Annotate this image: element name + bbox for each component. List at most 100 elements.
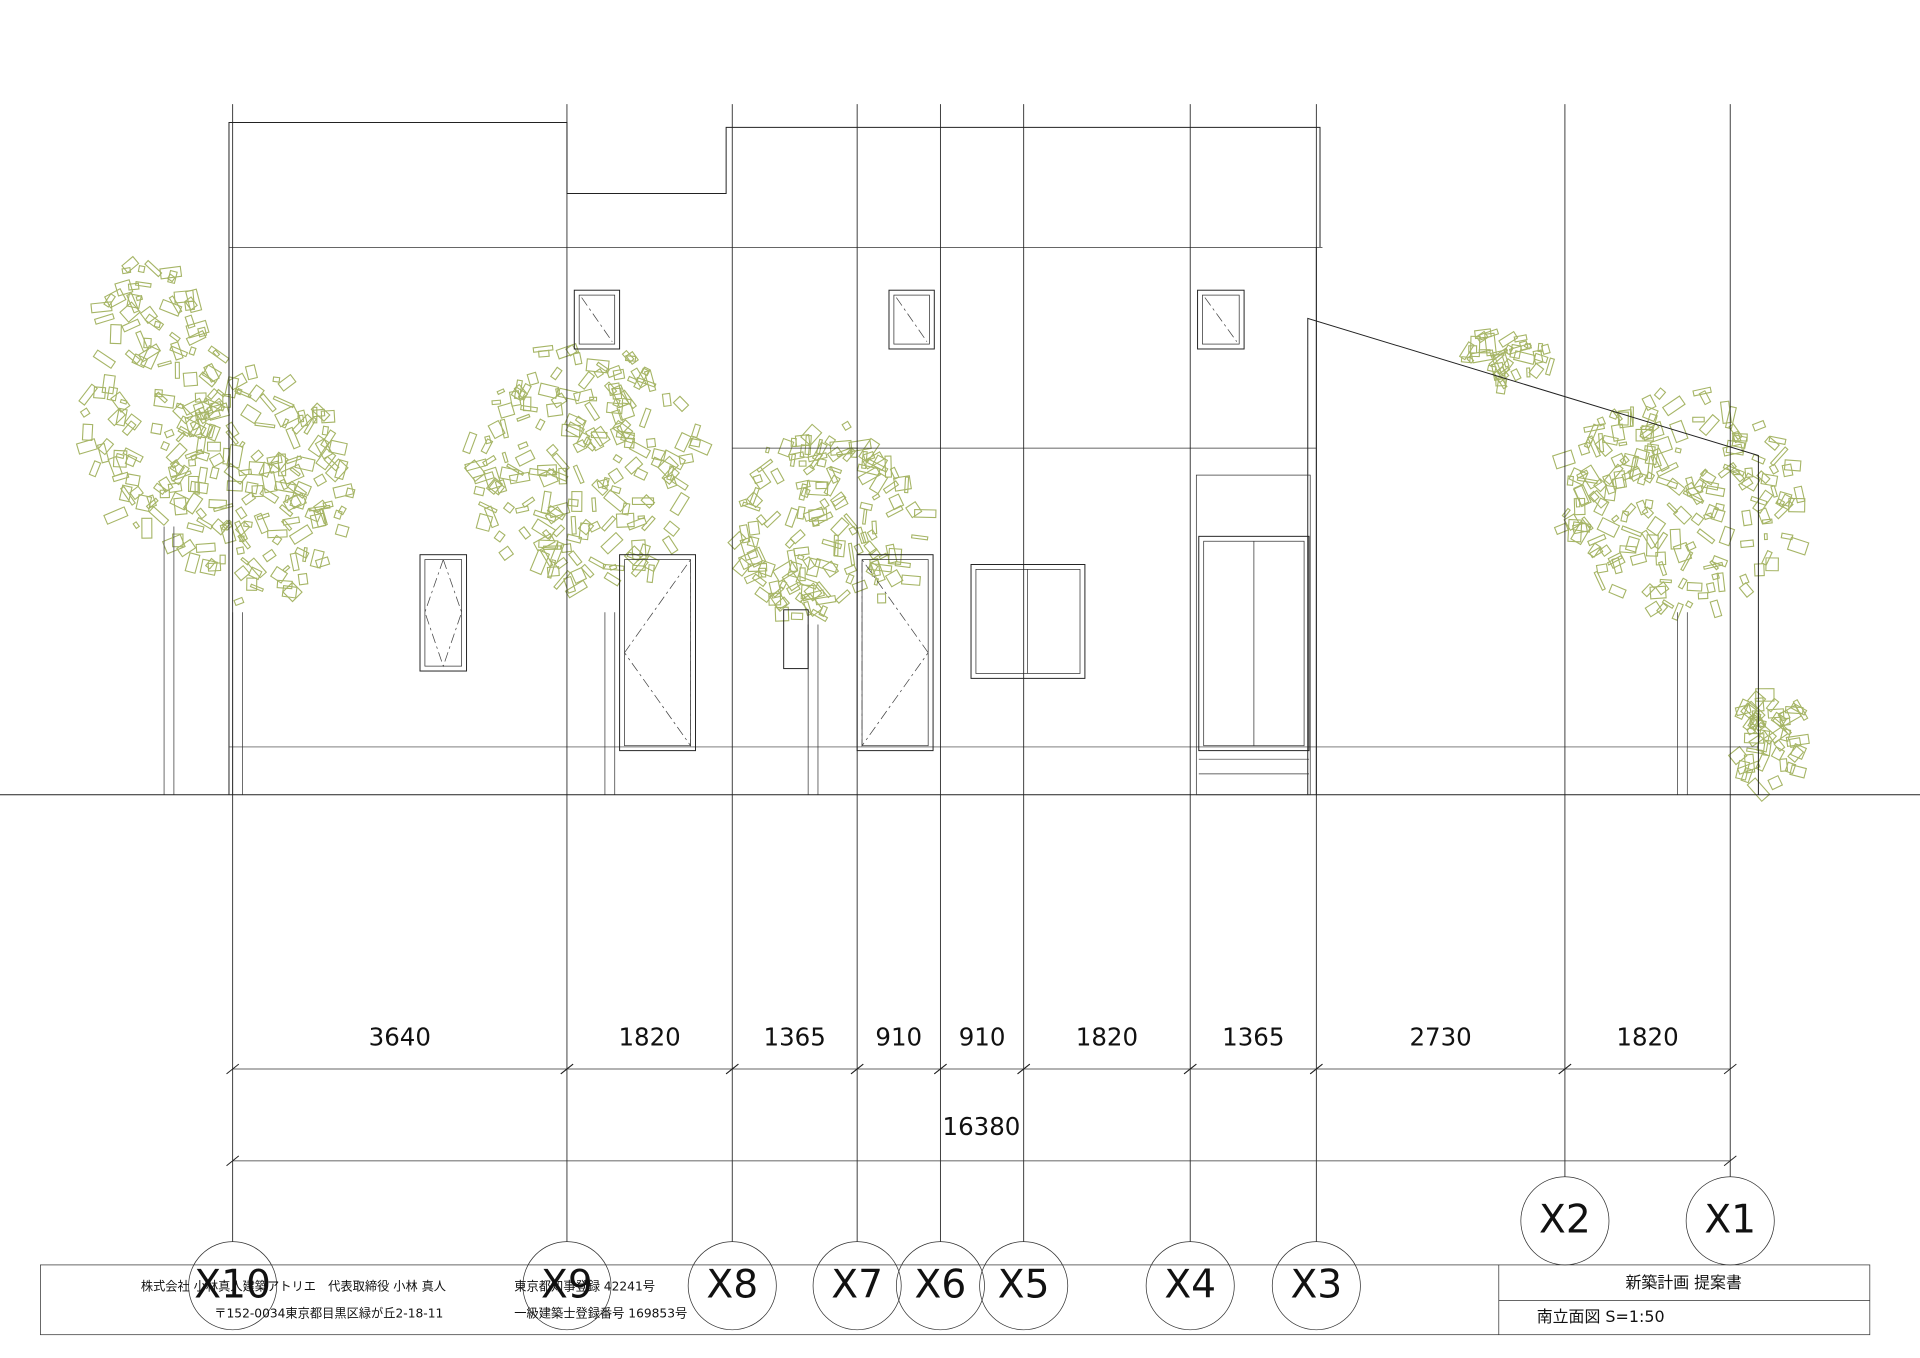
leaf — [222, 447, 231, 465]
grid-label: X8 — [706, 1262, 758, 1307]
leaf — [97, 437, 115, 456]
leaf — [1490, 353, 1502, 375]
leaf — [184, 296, 198, 311]
leaf — [1779, 727, 1792, 742]
grid-label: X2 — [1539, 1198, 1591, 1243]
leaf — [1641, 506, 1655, 519]
drawing-title: 南立面図 S=1:50 — [1537, 1307, 1665, 1326]
leaf — [281, 585, 298, 599]
leaf — [144, 313, 165, 331]
leaf — [526, 371, 540, 386]
leaf — [1692, 386, 1712, 397]
leaf — [518, 526, 532, 540]
leaf — [1661, 599, 1675, 610]
leaf — [1704, 503, 1720, 519]
leaf — [803, 600, 813, 616]
leaf — [1767, 774, 1784, 791]
leaf — [866, 528, 878, 541]
dimension-tick — [1017, 1063, 1031, 1075]
leaf — [477, 501, 498, 514]
leaf — [1784, 761, 1797, 775]
leaf — [267, 529, 288, 539]
leaf — [1696, 528, 1716, 545]
leaf — [514, 449, 536, 467]
leaf — [798, 460, 807, 467]
leaf — [553, 569, 572, 590]
leaf — [135, 493, 153, 513]
project-title: 新築計画 提案書 — [1625, 1273, 1741, 1292]
leaf — [787, 560, 803, 579]
leaf — [187, 475, 199, 493]
leaf — [1635, 428, 1654, 442]
leaf — [1746, 777, 1771, 803]
leaf — [1705, 485, 1726, 498]
leaf — [1646, 515, 1667, 537]
dimension-tick — [226, 1063, 240, 1075]
leaf — [473, 485, 486, 497]
grid-label: X5 — [998, 1262, 1050, 1307]
grid-label: X9 — [541, 1262, 593, 1307]
dimension-label: 2730 — [1409, 1022, 1471, 1051]
leaf — [731, 557, 752, 577]
grid-bubble — [1271, 1241, 1361, 1331]
dimension-tick — [1558, 1063, 1572, 1075]
leaf — [612, 368, 626, 381]
grid-bubble — [979, 1241, 1069, 1331]
leaf — [554, 556, 569, 570]
leaf — [176, 415, 201, 438]
leaf — [555, 387, 561, 396]
leaf — [169, 460, 186, 476]
dimension-label: 1820 — [1616, 1022, 1678, 1051]
leaf — [235, 506, 248, 520]
leaf — [646, 564, 655, 584]
leaf — [124, 349, 142, 365]
leaf — [1644, 443, 1660, 466]
leaf — [212, 349, 221, 358]
leaf — [663, 520, 681, 538]
leaf — [1781, 463, 1794, 478]
leaf — [491, 399, 502, 406]
leaf — [497, 402, 516, 419]
leaf — [126, 293, 142, 310]
leaf — [182, 371, 199, 387]
leaf — [254, 422, 276, 429]
leaf — [184, 314, 196, 329]
leaf — [508, 471, 531, 485]
leaf — [188, 346, 197, 356]
leaf — [1468, 345, 1478, 354]
leaf — [892, 475, 912, 492]
leaf — [1475, 330, 1489, 344]
leaf — [501, 451, 509, 464]
leaf — [859, 501, 873, 512]
leaf — [663, 474, 678, 490]
leaf — [1589, 489, 1609, 509]
leaf — [887, 547, 903, 565]
leaf — [92, 349, 117, 370]
leaf — [248, 461, 265, 476]
leaf — [145, 497, 159, 510]
leaf — [1526, 367, 1531, 378]
trees — [75, 255, 1810, 803]
leaf — [593, 368, 605, 379]
leaf — [877, 593, 887, 604]
leaf — [115, 452, 125, 460]
leaf — [1669, 528, 1682, 550]
leaf — [801, 589, 826, 602]
grid-bubble — [188, 1241, 278, 1331]
leaf — [314, 556, 331, 569]
leaf — [764, 446, 771, 454]
leaf — [600, 515, 617, 532]
leaf — [1583, 436, 1594, 449]
leaf — [246, 577, 258, 591]
leaf — [513, 379, 523, 400]
leaf — [196, 516, 214, 530]
leaf — [1745, 747, 1763, 755]
leaf — [208, 499, 228, 509]
leaf — [1727, 745, 1748, 766]
leaf — [848, 525, 858, 536]
leaf — [172, 402, 194, 425]
leaf — [320, 429, 337, 449]
drawing-sheet: X10 X9 X8 X7 X6 X5 X4 X3 X2 X1 3640 1820 1365 910 910 1… — [0, 104, 1920, 1336]
building-outline — [0, 121, 1920, 796]
leaf — [219, 521, 237, 545]
